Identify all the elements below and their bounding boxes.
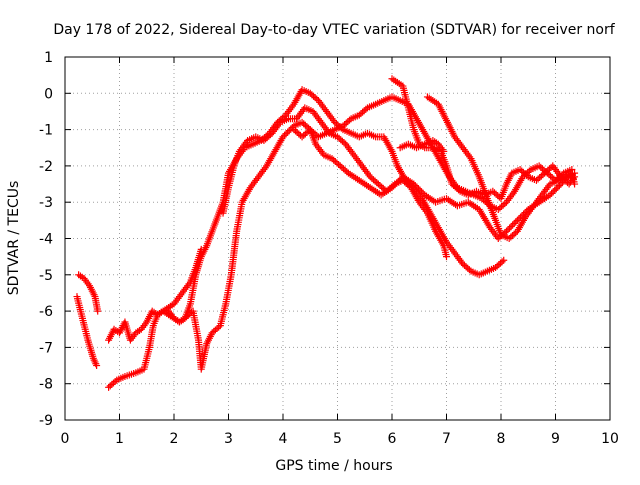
x-tick-label-4: 4 xyxy=(279,431,288,447)
x-tick-label-5: 5 xyxy=(333,431,342,447)
y-tick-label-4: -3 xyxy=(39,195,53,211)
x-tick-label-10: 10 xyxy=(601,431,619,447)
data-point xyxy=(498,258,506,266)
data-point xyxy=(389,182,397,190)
y-tick-label-6: -5 xyxy=(39,268,53,284)
series-pass-7 xyxy=(290,93,576,213)
data-point xyxy=(509,221,517,229)
data-point xyxy=(568,166,576,174)
data-point xyxy=(282,130,290,138)
y-tick-label-3: -2 xyxy=(39,159,53,175)
y-tick-label-0: 1 xyxy=(44,50,53,66)
data-point xyxy=(557,180,565,188)
data-point xyxy=(362,105,370,113)
data-point xyxy=(525,167,533,175)
plot-frame xyxy=(64,56,611,421)
data-point xyxy=(549,188,557,196)
y-axis-title: SDTVAR / TECUs xyxy=(6,181,22,296)
x-tick-label-1: 1 xyxy=(115,431,124,447)
data-point xyxy=(94,307,102,315)
x-tick-labels: 0 1 2 3 4 5 6 7 8 9 10 xyxy=(61,431,619,447)
series-pass-6 xyxy=(219,104,450,261)
data-point xyxy=(513,216,521,224)
data-point xyxy=(512,218,520,226)
data-point xyxy=(555,182,563,190)
series-pass-3 xyxy=(105,245,205,391)
data-point xyxy=(523,171,531,179)
x-tick-label-7: 7 xyxy=(442,431,451,447)
data-point xyxy=(266,131,274,139)
y-tick-labels: 1 0 -1 -2 -3 -4 -5 -6 -7 -8 -9 xyxy=(39,50,53,429)
y-tick-label-2: -1 xyxy=(39,123,53,139)
x-tick-label-3: 3 xyxy=(224,431,233,447)
x-tick-label-0: 0 xyxy=(61,431,70,447)
series-pass-8 xyxy=(388,75,579,203)
data-point xyxy=(501,200,509,208)
data-point xyxy=(552,185,560,193)
data-point xyxy=(345,116,353,124)
data-point xyxy=(454,186,462,194)
y-tick-label-10: -9 xyxy=(39,413,53,429)
data-point xyxy=(313,95,321,103)
data-point xyxy=(548,189,556,197)
data-point xyxy=(279,133,287,141)
data-point xyxy=(285,127,293,135)
y-tick-label-7: -6 xyxy=(39,304,53,320)
data-markers xyxy=(73,75,579,391)
x-tick-label-2: 2 xyxy=(170,431,179,447)
series-pass-10 xyxy=(396,136,448,155)
data-point xyxy=(571,169,579,177)
series-pass-1 xyxy=(73,293,101,370)
data-point xyxy=(111,378,119,386)
data-point xyxy=(500,256,508,264)
y-tick-label-5: -4 xyxy=(39,232,53,248)
data-point xyxy=(551,186,559,194)
data-point xyxy=(502,227,510,235)
y-tick-label-9: -8 xyxy=(39,377,53,393)
x-tick-label-8: 8 xyxy=(497,431,506,447)
data-point xyxy=(546,191,554,199)
data-point xyxy=(440,147,448,155)
series-pass-9 xyxy=(423,93,579,242)
grid-lines xyxy=(65,57,610,420)
data-point xyxy=(507,223,515,231)
data-point xyxy=(281,131,289,139)
data-point xyxy=(554,183,562,191)
data-point xyxy=(93,362,101,370)
data-point xyxy=(340,139,348,147)
axis-ticks xyxy=(64,56,611,421)
x-tick-label-9: 9 xyxy=(551,431,560,447)
x-axis-title: GPS time / hours xyxy=(275,458,392,474)
data-point xyxy=(504,226,512,234)
data-point xyxy=(465,266,473,274)
x-tick-label-6: 6 xyxy=(388,431,397,447)
chart-title: Day 178 of 2022, Sidereal Day-to-day VTE… xyxy=(53,22,615,38)
series-pass-4 xyxy=(105,118,579,373)
data-point xyxy=(510,219,518,227)
data-point xyxy=(443,253,450,261)
data-point xyxy=(215,323,223,331)
y-tick-label-8: -7 xyxy=(39,340,53,356)
series-pass-2 xyxy=(75,271,102,315)
data-point xyxy=(284,128,292,136)
y-tick-label-1: 0 xyxy=(44,86,53,102)
data-point xyxy=(506,224,514,232)
